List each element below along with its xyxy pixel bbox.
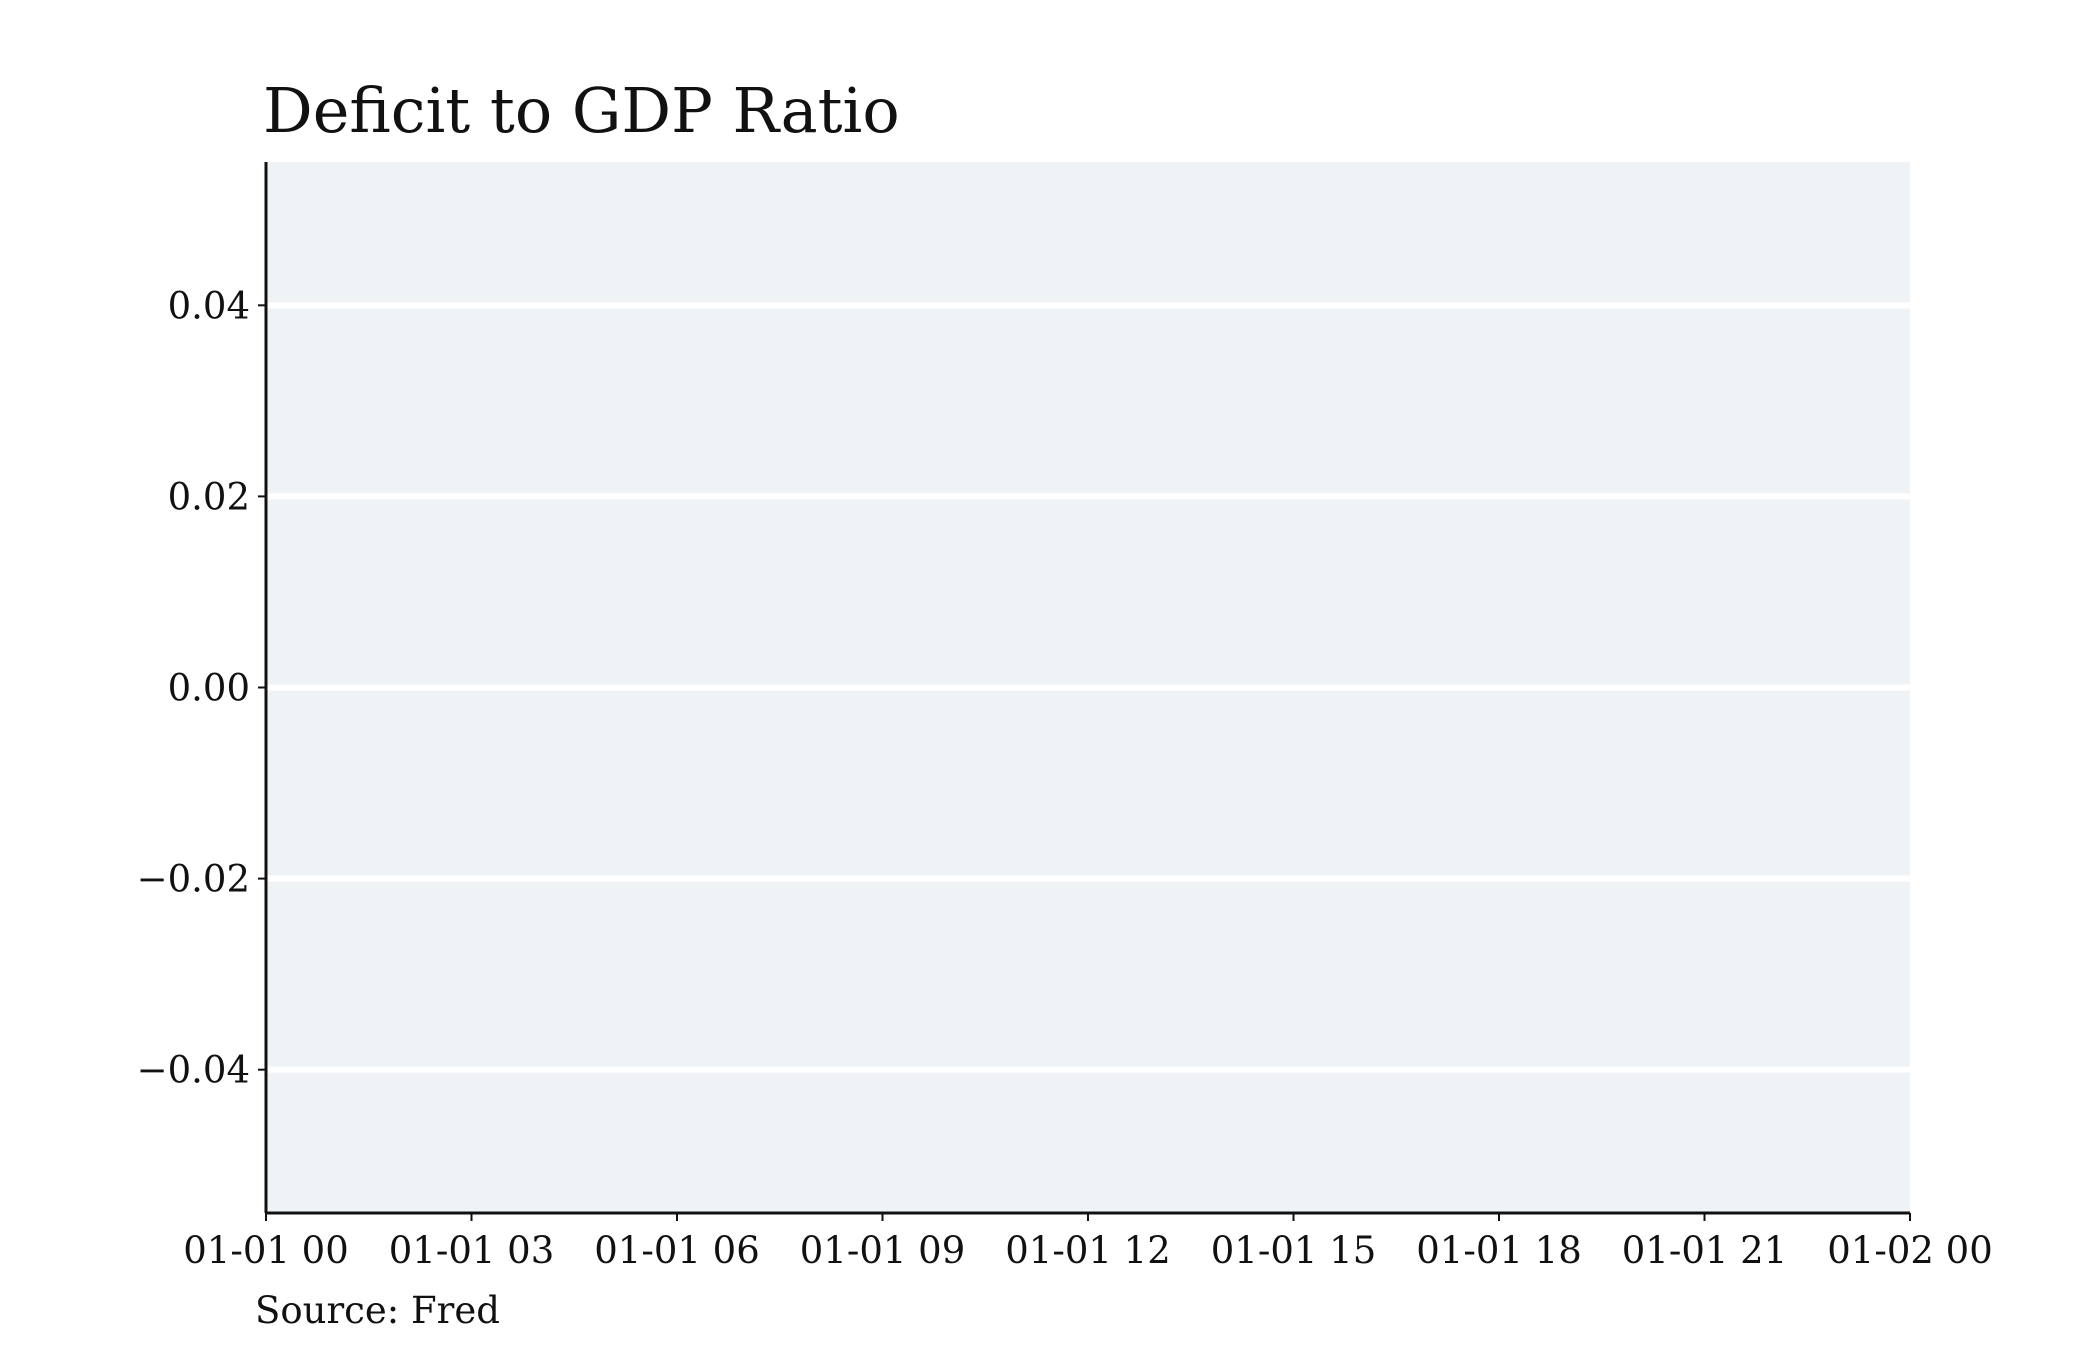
x-tick-label: 01-01 09 bbox=[800, 1229, 966, 1272]
y-tick-label: 0.00 bbox=[168, 667, 250, 710]
y-tick-label: −0.02 bbox=[137, 858, 250, 901]
x-tick-label: 01-02 00 bbox=[1827, 1229, 1993, 1272]
x-tick-label: 01-01 06 bbox=[594, 1229, 760, 1272]
gridlines bbox=[266, 302, 1910, 1073]
chart-source: Source: Fred bbox=[255, 1289, 500, 1332]
x-tick-label: 01-01 15 bbox=[1211, 1229, 1377, 1272]
x-tick-label: 01-01 03 bbox=[389, 1229, 555, 1272]
y-tick-label: −0.04 bbox=[137, 1049, 250, 1092]
x-tick-label: 01-01 21 bbox=[1622, 1229, 1788, 1272]
x-tick-label: 01-01 00 bbox=[183, 1229, 349, 1272]
x-axis-ticks: 01-01 00 01-01 03 01-01 06 01-01 09 01-01 12… bbox=[183, 1213, 1993, 1272]
y-tick-label: 0.04 bbox=[168, 284, 250, 327]
x-tick-label: 01-01 18 bbox=[1416, 1229, 1582, 1272]
y-axis-ticks: 0.04 0.02 0.00 −0.02 −0.04 bbox=[137, 284, 266, 1092]
y-tick-label: 0.02 bbox=[168, 475, 250, 518]
chart-title: Deficit to GDP Ratio bbox=[263, 74, 900, 147]
x-tick-label: 01-01 12 bbox=[1005, 1229, 1171, 1272]
